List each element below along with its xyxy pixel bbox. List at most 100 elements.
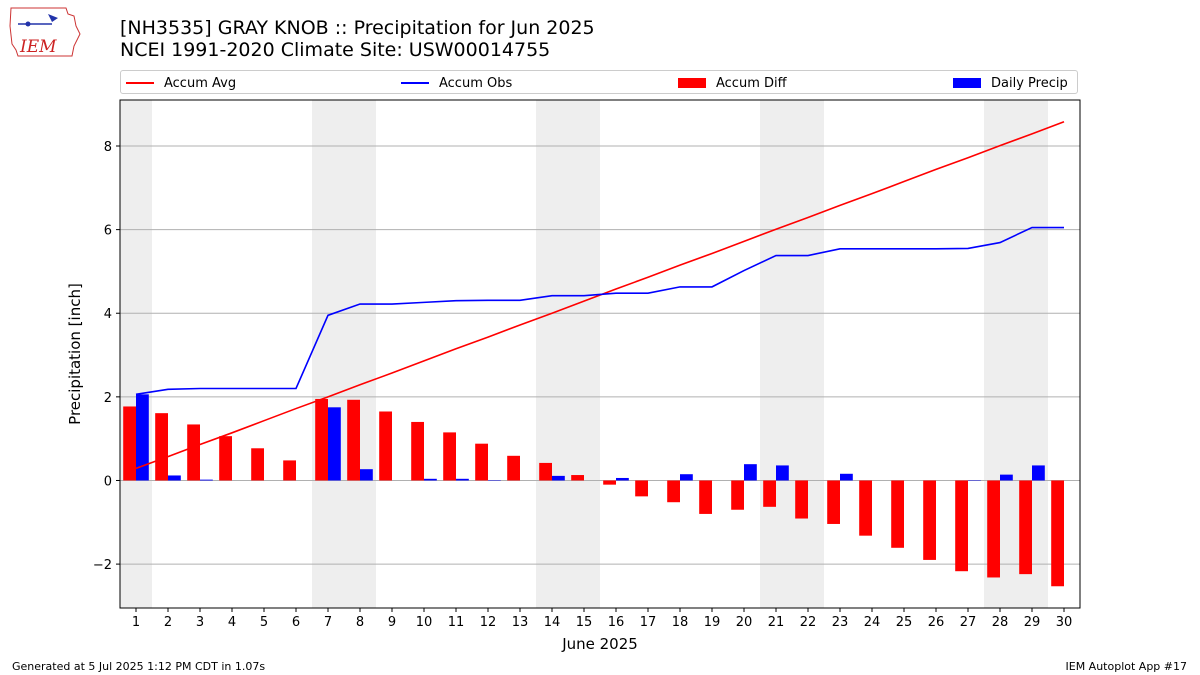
xtick-label-30: 30 xyxy=(1056,615,1073,630)
xtick-label-9: 9 xyxy=(388,615,396,630)
bar-accum-diff-day-21 xyxy=(763,480,776,507)
legend-swatch-accum-diff xyxy=(678,78,706,88)
xtick-label-13: 13 xyxy=(512,615,529,630)
bar-daily-precip-day-2 xyxy=(168,475,181,481)
bar-accum-diff-day-30 xyxy=(1051,480,1064,587)
xtick-label-29: 29 xyxy=(1024,615,1041,630)
bar-accum-diff-day-14 xyxy=(539,462,552,481)
bar-daily-precip-day-20 xyxy=(744,464,757,481)
x-axis-label: June 2025 xyxy=(561,635,638,653)
xtick-label-22: 22 xyxy=(800,615,817,630)
bar-accum-diff-day-10 xyxy=(411,421,424,481)
xtick-label-20: 20 xyxy=(736,615,753,630)
xtick-label-14: 14 xyxy=(544,615,561,630)
line-accum-obs xyxy=(135,226,1064,396)
ytick-label--2: −2 xyxy=(93,558,112,573)
legend-swatch-daily-precip xyxy=(953,78,981,88)
bar-daily-precip-day-7 xyxy=(328,407,341,481)
bar-accum-diff-day-27 xyxy=(955,480,968,572)
xtick-label-11: 11 xyxy=(448,615,465,630)
xtick-label-8: 8 xyxy=(356,615,364,630)
bar-daily-precip-day-11 xyxy=(456,478,469,481)
weekend-shade-22 xyxy=(792,100,824,608)
bar-accum-diff-day-24 xyxy=(859,480,872,536)
bar-accum-diff-day-18 xyxy=(667,480,680,503)
legend-swatch-accum-obs xyxy=(401,82,429,84)
ytick-label-2: 2 xyxy=(104,391,112,406)
footer-app: IEM Autoplot App #17 xyxy=(1065,660,1188,673)
bar-accum-diff-day-13 xyxy=(507,455,520,481)
xtick-label-17: 17 xyxy=(640,615,657,630)
xtick-label-23: 23 xyxy=(832,615,849,630)
bar-accum-diff-day-23 xyxy=(827,480,840,524)
xtick-label-4: 4 xyxy=(228,615,236,630)
ytick-label-8: 8 xyxy=(104,140,112,155)
ytick-label-0: 0 xyxy=(104,474,112,489)
bar-accum-diff-day-4 xyxy=(219,436,232,481)
bar-accum-diff-day-25 xyxy=(891,480,904,548)
bar-accum-diff-day-11 xyxy=(443,432,456,481)
ytick-label-4: 4 xyxy=(104,307,112,322)
bar-accum-diff-day-26 xyxy=(923,480,936,560)
bar-accum-diff-day-12 xyxy=(475,443,488,481)
bar-accum-diff-day-6 xyxy=(283,460,296,481)
bar-daily-precip-day-28 xyxy=(1000,474,1013,481)
xtick-label-16: 16 xyxy=(608,615,625,630)
weekend-shade-8 xyxy=(344,100,376,608)
weekend-shade-1 xyxy=(120,100,152,608)
weekend-shade-7 xyxy=(312,100,344,608)
ytick-label-6: 6 xyxy=(104,224,112,239)
bar-accum-diff-day-29 xyxy=(1019,480,1032,575)
xtick-label-27: 27 xyxy=(960,615,977,630)
xtick-label-24: 24 xyxy=(864,615,881,630)
chart-title: [NH3535] GRAY KNOB :: Precipitation for … xyxy=(120,17,595,39)
legend-item-daily-precip: Daily Precip xyxy=(953,74,1068,92)
legend-item-accum-obs: Accum Obs xyxy=(401,74,512,92)
xtick-label-5: 5 xyxy=(260,615,268,630)
xtick-label-12: 12 xyxy=(480,615,497,630)
legend-item-accum-diff: Accum Diff xyxy=(678,74,787,92)
xtick-label-2: 2 xyxy=(164,615,172,630)
bar-daily-precip-day-1 xyxy=(136,394,149,481)
bar-accum-diff-day-19 xyxy=(699,480,712,514)
bar-accum-diff-day-9 xyxy=(379,411,392,481)
weekend-shade-14 xyxy=(536,100,568,608)
bar-accum-diff-day-15 xyxy=(571,475,584,481)
bar-daily-precip-day-29 xyxy=(1032,465,1045,481)
bar-accum-diff-day-28 xyxy=(987,480,1000,578)
bar-daily-precip-day-10 xyxy=(424,478,437,481)
bar-daily-precip-day-18 xyxy=(680,474,693,481)
iem-logo: IEM xyxy=(9,7,81,57)
xtick-label-6: 6 xyxy=(292,615,300,630)
xtick-label-19: 19 xyxy=(704,615,721,630)
weekend-shade-15 xyxy=(568,100,600,608)
xtick-label-15: 15 xyxy=(576,615,593,630)
y-axis-label: Precipitation [inch] xyxy=(66,283,84,425)
weekend-shade-21 xyxy=(760,100,792,608)
bar-accum-diff-day-17 xyxy=(635,480,648,497)
bar-daily-precip-day-21 xyxy=(776,465,789,481)
bar-accum-diff-day-2 xyxy=(155,413,168,481)
bar-accum-diff-day-20 xyxy=(731,480,744,510)
xtick-label-7: 7 xyxy=(324,615,332,630)
legend: Accum Avg Accum Obs Accum Diff Daily Pre… xyxy=(120,70,1078,94)
bar-daily-precip-day-8 xyxy=(360,469,373,481)
plot-frame xyxy=(119,99,1081,609)
bar-accum-diff-day-16 xyxy=(603,480,616,485)
bar-accum-diff-day-8 xyxy=(347,399,360,481)
xtick-label-3: 3 xyxy=(196,615,204,630)
xtick-label-21: 21 xyxy=(768,615,785,630)
xtick-label-18: 18 xyxy=(672,615,689,630)
bar-accum-diff-day-7 xyxy=(315,398,328,481)
bar-accum-diff-day-22 xyxy=(795,480,808,519)
chart-subtitle: NCEI 1991-2020 Climate Site: USW00014755 xyxy=(120,39,551,61)
legend-item-accum-avg: Accum Avg xyxy=(126,74,236,92)
bar-accum-diff-day-5 xyxy=(251,448,264,481)
svg-text:IEM: IEM xyxy=(19,37,57,57)
xtick-label-25: 25 xyxy=(896,615,913,630)
footer-generated: Generated at 5 Jul 2025 1:12 PM CDT in 1… xyxy=(12,660,266,673)
legend-swatch-accum-avg xyxy=(126,82,154,84)
bar-daily-precip-day-23 xyxy=(840,473,853,481)
bar-daily-precip-day-14 xyxy=(552,475,565,481)
